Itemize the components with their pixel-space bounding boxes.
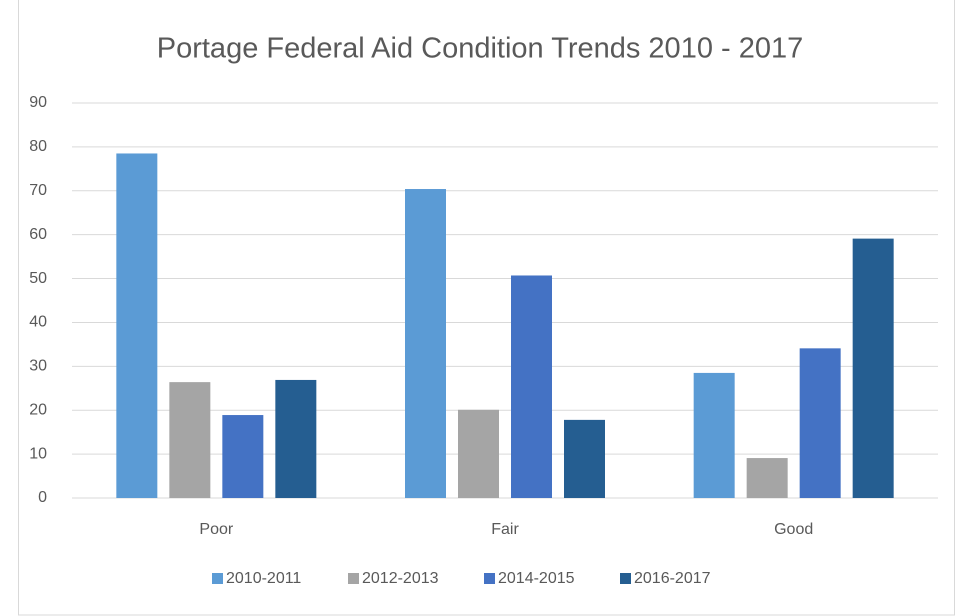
y-tick-label: 30 [29, 358, 47, 375]
bar [458, 409, 499, 498]
y-tick-label: 60 [29, 226, 47, 243]
y-tick-label: 90 [29, 94, 47, 111]
chart-title: Portage Federal Aid Condition Trends 201… [157, 33, 803, 65]
legend-swatch [348, 573, 359, 584]
y-tick-label: 40 [29, 314, 47, 331]
bar [222, 415, 264, 498]
bar [746, 458, 788, 498]
legend-label: 2016-2017 [634, 570, 711, 587]
bar [511, 275, 552, 498]
bar [799, 348, 841, 498]
legend-swatch [620, 573, 631, 584]
bar [275, 379, 317, 498]
legend-swatch [484, 573, 495, 584]
y-tick-label: 0 [38, 489, 47, 506]
legend-swatch [212, 573, 223, 584]
y-tick-label: 70 [29, 182, 47, 199]
bar [852, 238, 894, 498]
bar [405, 189, 446, 498]
legend-label: 2014-2015 [498, 570, 575, 587]
bar [116, 153, 158, 498]
legend-label: 2010-2011 [226, 570, 301, 587]
x-tick-label: Poor [199, 521, 233, 538]
y-tick-label: 50 [29, 270, 47, 287]
chart-border [18, 0, 955, 616]
y-tick-label: 20 [29, 401, 47, 418]
bar [693, 372, 735, 498]
legend-label: 2012-2013 [362, 570, 439, 587]
x-tick-label: Good [774, 521, 813, 538]
y-tick-label: 10 [29, 445, 47, 462]
bar [169, 382, 211, 498]
y-tick-label: 80 [29, 138, 47, 155]
x-tick-label: Fair [491, 521, 519, 538]
bar [564, 419, 605, 498]
